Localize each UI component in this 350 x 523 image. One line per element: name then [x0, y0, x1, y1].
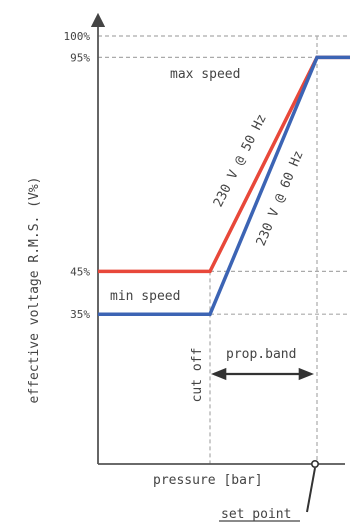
series-label-60hz: 230 V @ 60 Hz: [254, 149, 307, 249]
y-tick-label: 100%: [64, 30, 91, 43]
y-tick-label: 95%: [70, 51, 90, 64]
set-point-pointer: [306, 467, 316, 513]
min-speed-label: min speed: [110, 289, 180, 304]
prop-band-label: prop.band: [226, 347, 296, 362]
set-point-label: set point: [221, 507, 291, 522]
y-tick-label: 45%: [70, 265, 90, 278]
cut-off-label: cut off: [190, 348, 205, 403]
y-tick-label: 35%: [70, 308, 90, 321]
guide-lines: [98, 35, 350, 464]
series-lines: [98, 55, 350, 316]
series-line-50hz: [98, 55, 350, 274]
y-tick-labels: 100% 95% 45% 35%: [64, 30, 91, 321]
set-point-marker: [310, 459, 319, 468]
series-line-60hz: [98, 55, 350, 316]
x-axis-label: pressure [bar]: [153, 473, 263, 488]
max-speed-label: max speed: [170, 67, 240, 82]
y-axis-label: effective voltage R.M.S. (V%): [27, 177, 42, 404]
axes: [90, 12, 345, 465]
